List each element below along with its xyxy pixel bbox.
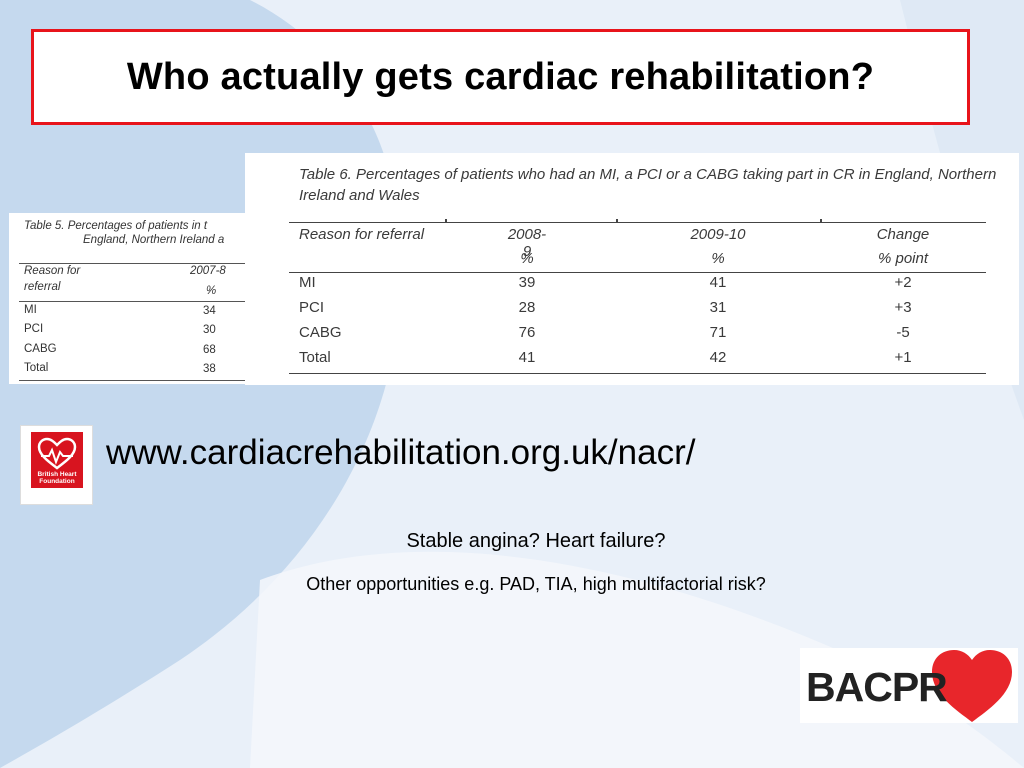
- table-6-header-2009: 2009-10: [690, 226, 746, 243]
- bhf-logo-text: British Heart Foundation: [37, 471, 77, 485]
- table-6-bottom-rule: [289, 373, 986, 374]
- slide-title: Who actually gets cardiac rehabilitation…: [126, 55, 875, 98]
- table-5-header-reason-1: Reason for: [24, 265, 81, 277]
- table-5-row-reason: CABG: [24, 343, 57, 355]
- table-5-header-year: 2007-8: [190, 265, 226, 277]
- table-6-cell-2009: 31: [709, 299, 727, 316]
- bacpr-logo-text: BACPR: [806, 664, 948, 710]
- table-5-top-rule: [19, 263, 255, 264]
- table-6-subheader-change: % point: [877, 250, 929, 267]
- table-6-header-reason: Reason for referral: [299, 226, 425, 243]
- table-5-image: Table 5. Percentages of patients in t En…: [9, 213, 259, 384]
- table-6-tick: [445, 219, 447, 223]
- table-6-cell-reason: MI: [299, 274, 316, 291]
- table-6-cell-2009: 42: [709, 349, 727, 366]
- bacpr-logo: BACPR: [800, 648, 1018, 723]
- table-5-caption-line1: Table 5. Percentages of patients in t: [24, 220, 208, 232]
- bacpr-heart-icon: [932, 650, 1012, 722]
- table-6-cell-change: +3: [894, 299, 912, 316]
- question-stable-angina: Stable angina? Heart failure?: [406, 530, 666, 552]
- heart-icon: [37, 437, 77, 470]
- table-6-cell-change: +1: [894, 349, 912, 366]
- table-6-header-rule: [289, 272, 986, 273]
- table-5-row-reason: Total: [24, 362, 49, 374]
- table-6-cell-2008: 39: [518, 274, 536, 291]
- table-6-tick: [820, 219, 822, 223]
- table-6-cell-2008: 76: [518, 324, 536, 341]
- table-6-subheader-2008: %: [520, 250, 534, 267]
- table-6-cell-reason: Total: [299, 349, 331, 366]
- table-6-cell-change: +2: [894, 274, 912, 291]
- table-5-row-value: 30: [203, 324, 216, 336]
- table-6-header-2008: 2008-9: [507, 226, 547, 260]
- table-6-cell-2008: 28: [518, 299, 536, 316]
- table-6-cell-reason: CABG: [299, 324, 342, 341]
- table-6-cell-change: -5: [896, 324, 910, 341]
- table-6-cell-reason: PCI: [299, 299, 325, 316]
- table-6-tick: [616, 219, 618, 223]
- table-5-header-reason-2: referral: [24, 281, 61, 293]
- table-5-row-reason: MI: [24, 304, 37, 316]
- bhf-logo: British Heart Foundation: [20, 425, 93, 505]
- table-5-row-value: 68: [203, 344, 216, 356]
- table-6-cell-2009: 41: [709, 274, 727, 291]
- table-5-row-value: 34: [203, 305, 216, 317]
- table-5-row-reason: PCI: [24, 323, 44, 335]
- table-6-top-rule: [289, 222, 986, 223]
- table-5-bottom-rule: [19, 380, 255, 381]
- table-6-subheader-2009: %: [711, 250, 725, 267]
- table-6-cell-2008: 41: [518, 349, 536, 366]
- table-6-cell-2009: 71: [709, 324, 727, 341]
- table-6-caption: Table 6. Percentages of patients who had…: [299, 166, 997, 204]
- table-5-row-value: 38: [203, 363, 216, 375]
- table-5-header-unit: %: [206, 285, 217, 297]
- title-box: Who actually gets cardiac rehabilitation…: [31, 29, 970, 125]
- table-5-header-rule: [19, 301, 255, 302]
- question-other-opportunities: Other opportunities e.g. PAD, TIA, high …: [306, 574, 766, 594]
- table-6-image: Table 6. Percentages of patients who had…: [245, 153, 1019, 385]
- table-5-caption-line2: England, Northern Ireland a: [83, 234, 225, 246]
- nacr-url[interactable]: www.cardiacrehabilitation.org.uk/nacr/: [106, 433, 696, 472]
- table-6-header-change: Change: [876, 226, 930, 243]
